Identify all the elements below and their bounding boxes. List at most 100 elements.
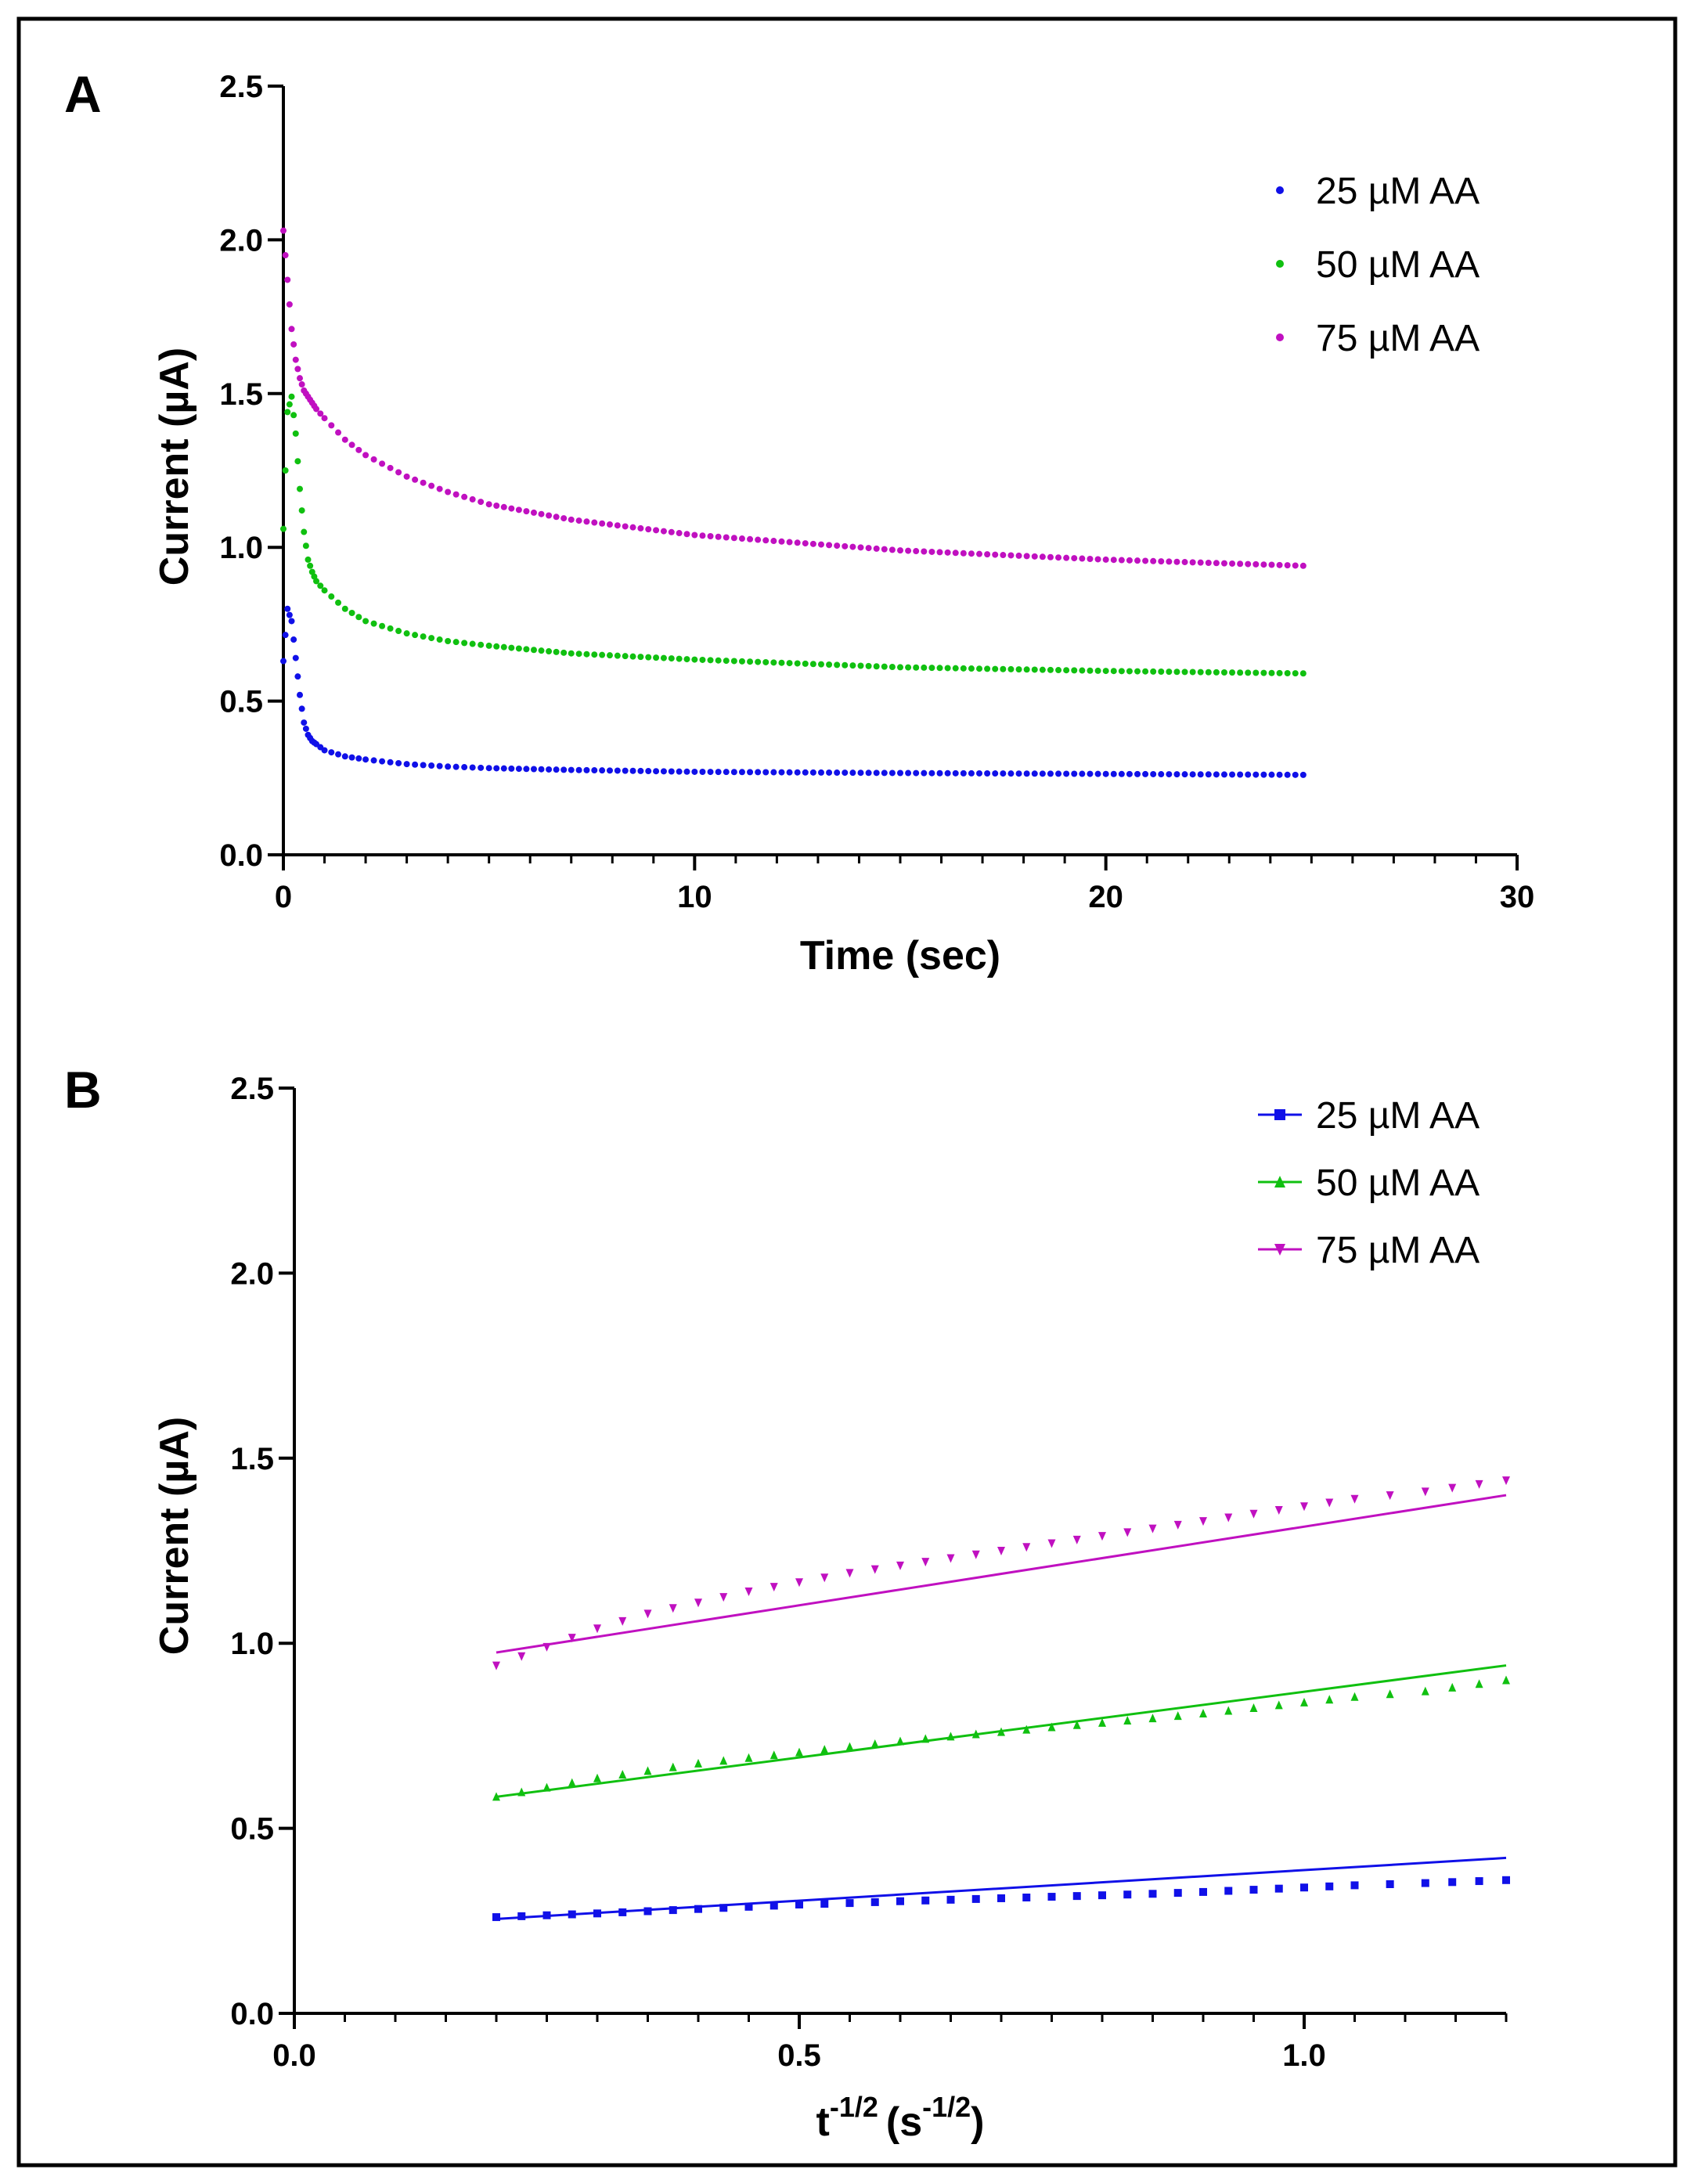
series-b-3	[492, 1476, 1510, 1670]
point-a-1	[530, 766, 537, 773]
point-a-3	[546, 512, 553, 519]
point-a-3	[629, 524, 636, 531]
point-a-1	[842, 769, 849, 777]
point-a-1	[747, 769, 754, 776]
point-a-3	[888, 546, 896, 553]
point-a-3	[515, 506, 522, 514]
point-b-3	[593, 1624, 601, 1634]
legend-label-a-1: 25 µM AA	[1316, 171, 1480, 212]
point-b-1	[1249, 1886, 1258, 1894]
point-b-3	[1249, 1509, 1258, 1519]
point-a-1	[755, 769, 762, 776]
point-a-2	[976, 665, 983, 672]
point-a-1	[614, 767, 621, 774]
point-a-2	[992, 665, 999, 672]
point-a-3	[826, 542, 833, 549]
point-a-2	[873, 663, 880, 670]
point-a-2	[676, 655, 683, 662]
point-a-1	[379, 758, 386, 765]
point-b-1	[1123, 1890, 1132, 1899]
point-a-1	[691, 768, 698, 775]
point-b-1	[1098, 1891, 1106, 1900]
legend-marker-a-2	[1276, 260, 1284, 268]
point-b-2	[1386, 1689, 1394, 1699]
point-a-2	[1102, 668, 1109, 675]
point-a-1	[730, 769, 737, 776]
point-a-3	[1166, 558, 1173, 565]
point-a-3	[335, 429, 342, 436]
point-a-2	[952, 665, 959, 672]
point-b-1	[1350, 1881, 1359, 1890]
point-a-2	[865, 662, 872, 669]
point-a-1	[715, 769, 722, 776]
x-axis-title-b: t-1/2 (s-1/2)	[816, 2091, 985, 2145]
point-a-3	[297, 375, 304, 382]
point-a-2	[1260, 669, 1267, 676]
point-a-2	[379, 622, 386, 629]
point-a-3	[936, 549, 943, 556]
point-a-1	[1158, 771, 1165, 778]
point-a-3	[723, 534, 730, 541]
point-a-3	[1000, 552, 1007, 559]
point-a-1	[298, 705, 305, 712]
point-b-3	[870, 1565, 879, 1574]
point-b-2	[795, 1747, 803, 1757]
point-b-2	[845, 1742, 854, 1751]
point-a-3	[913, 548, 920, 555]
point-a-3	[1220, 560, 1227, 567]
point-a-2	[1166, 669, 1173, 676]
point-a-1	[362, 756, 369, 763]
point-b-1	[997, 1894, 1005, 1902]
point-a-1	[952, 769, 959, 777]
point-b-3	[1047, 1539, 1056, 1548]
point-a-1	[583, 766, 590, 773]
point-a-1	[1071, 770, 1078, 777]
point-a-3	[523, 508, 530, 515]
point-a-2	[348, 609, 355, 616]
point-a-2	[282, 467, 289, 474]
legend-label-b-2: 50 µM AA	[1316, 1162, 1480, 1204]
point-b-1	[492, 1913, 500, 1922]
point-a-3	[428, 482, 435, 489]
point-b-1	[1224, 1887, 1233, 1895]
point-a-1	[676, 768, 683, 775]
point-a-3	[313, 405, 320, 413]
point-a-2	[606, 652, 613, 659]
point-b-1	[921, 1896, 930, 1905]
point-a-2	[575, 651, 582, 658]
point-a-2	[1173, 669, 1180, 676]
point-b-1	[1386, 1879, 1394, 1888]
point-a-2	[403, 630, 410, 637]
point-a-1	[302, 725, 309, 732]
point-b-1	[1300, 1883, 1308, 1892]
point-a-1	[1173, 771, 1180, 778]
point-a-2	[436, 636, 443, 643]
point-a-2	[305, 556, 312, 563]
point-a-3	[370, 456, 377, 463]
point-a-3	[1031, 553, 1038, 560]
point-a-1	[515, 766, 522, 773]
point-a-3	[905, 547, 912, 554]
point-a-3	[1015, 552, 1022, 559]
point-a-1	[699, 769, 706, 776]
point-a-1	[355, 755, 362, 762]
point-a-2	[1015, 666, 1022, 673]
point-a-1	[660, 768, 667, 775]
point-a-3	[493, 502, 500, 509]
point-a-1	[905, 769, 912, 777]
x-tick-label-b: 0.0	[272, 2038, 316, 2073]
point-a-1	[1000, 770, 1007, 777]
point-a-1	[928, 769, 935, 777]
point-a-3	[707, 532, 714, 539]
point-a-1	[913, 769, 920, 777]
point-b-3	[719, 1593, 728, 1602]
point-a-2	[1158, 668, 1165, 675]
x-tick-label-b: 0.5	[777, 2038, 821, 2073]
point-a-3	[606, 521, 613, 528]
point-a-3	[317, 410, 324, 417]
panel-a: A Current (µA) Time (sec) 0 10 20 30 0.0 0.5 1…	[64, 65, 1534, 978]
point-a-1	[834, 769, 841, 777]
point-a-1	[1213, 771, 1220, 778]
point-a-3	[436, 485, 443, 492]
point-a-1	[944, 769, 951, 777]
